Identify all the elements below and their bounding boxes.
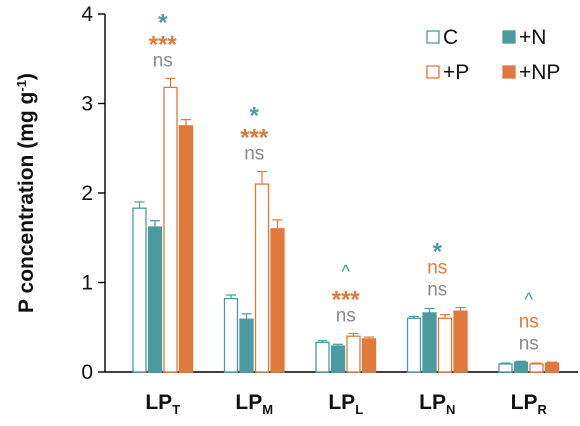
bar-plus-n	[513, 361, 529, 373]
x-tick-label: LPM	[235, 391, 273, 417]
significance-label: ns	[519, 333, 539, 354]
y-tick-label: 2	[81, 182, 93, 205]
significance-label: ^	[525, 289, 534, 309]
x-tick-label: LPR	[511, 391, 548, 417]
x-tick-label: LPL	[328, 391, 363, 417]
bar-plus-np	[544, 362, 560, 373]
y-tick-label: 1	[81, 272, 93, 295]
legend-swatch	[502, 30, 516, 44]
y-tick-label: 4	[81, 3, 93, 26]
y-tick-label: 0	[81, 361, 93, 384]
significance-label: ***	[149, 31, 178, 58]
legend-label: C	[443, 26, 458, 49]
bar-plus-p	[529, 363, 544, 373]
significance-label: *	[250, 103, 260, 130]
bar-c	[132, 207, 147, 373]
bar-c	[498, 363, 513, 373]
x-tick-label: LPT	[145, 391, 180, 417]
legend-swatch	[502, 65, 516, 79]
bar-plus-n	[147, 226, 163, 373]
bar-plus-np	[270, 228, 285, 373]
bar-plus-n	[330, 345, 346, 373]
x-tick-label: LPN	[419, 391, 455, 417]
significance-label: ns	[336, 306, 356, 327]
legend-swatch	[426, 30, 440, 44]
significance-label: ns	[427, 258, 447, 279]
significance-label: ***	[240, 125, 269, 152]
bar-plus-n	[422, 312, 437, 373]
significance-label: ^	[342, 262, 351, 282]
significance-label: *	[158, 9, 168, 36]
significance-label: ns	[519, 311, 539, 332]
significance-label: ns	[153, 50, 173, 71]
bar-plus-np	[178, 125, 194, 373]
legend-label: +N	[519, 26, 546, 49]
legend-swatch	[426, 65, 440, 79]
significance-label: ns	[244, 144, 264, 165]
significance-label: ns	[427, 280, 447, 301]
bar-plus-np	[361, 338, 377, 373]
significance-label: ***	[332, 287, 361, 314]
y-tick-label: 3	[81, 93, 93, 116]
bar-plus-np	[453, 310, 468, 373]
y-axis-label: P concentration (mg g-1)	[14, 73, 39, 313]
bar-c	[315, 341, 330, 373]
bar-plus-n	[239, 318, 254, 373]
bar-c	[223, 297, 239, 373]
bar-plus-p	[254, 183, 270, 373]
legend-label: +P	[443, 61, 469, 84]
significance-label: *	[433, 239, 443, 266]
bar-c	[406, 317, 422, 373]
legend-label: +NP	[519, 61, 560, 84]
bar-plus-p	[163, 86, 178, 373]
bar-plus-p	[437, 317, 453, 373]
bar-plus-p	[346, 335, 361, 373]
